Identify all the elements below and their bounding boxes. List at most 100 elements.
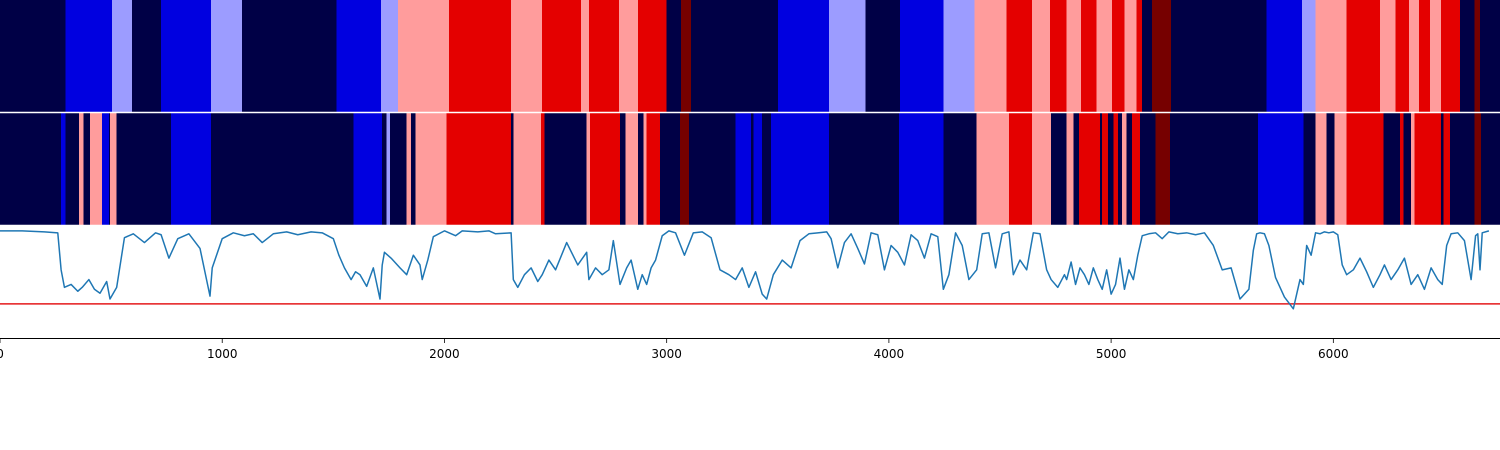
line-plot-panel [0,226,1500,338]
line-plot-background [0,226,1500,338]
heatmap-segment-red [1441,0,1460,112]
heatmap-segment-navy [688,113,736,225]
heatmap-segment-lightblue [112,0,133,112]
heatmap-segment-navy [411,113,416,225]
heatmap-segment-navy [1126,113,1133,225]
heatmap-segment-blue [65,0,113,112]
heatmap-segment-navy [65,113,79,225]
heatmap-segment-pink [1032,113,1052,225]
heatmap-segment-navy [751,113,754,225]
heatmap-segment-navy [1480,0,1500,112]
heatmap-segment-pink [1315,0,1347,112]
heatmap-segment-navy [382,113,387,225]
top-state-heatmap-panel [0,0,1500,112]
heatmap-segment-red [1050,0,1067,112]
heatmap-segment-navy [762,113,772,225]
x-tick-label: 3000 [651,347,682,361]
heatmap-segment-darkred [681,0,692,112]
heatmap-segment-red [1414,113,1442,225]
heatmap-segment-red [1443,113,1450,225]
heatmap-segment-navy [211,113,354,225]
heatmap-segment-red [1132,113,1140,225]
heatmap-segment-lightblue [381,0,398,112]
heatmap-segment-red [1346,0,1380,112]
heatmap-segment-darkred [680,113,689,225]
x-tick-label: 6000 [1318,347,1349,361]
heatmap-segment-navy [242,0,337,112]
heatmap-segment-navy [1100,113,1103,225]
heatmap-segment-pink [1334,113,1347,225]
heatmap-segment-navy [132,0,162,112]
heatmap-segment-navy [828,113,899,225]
heatmap-segment-pink [581,0,589,112]
heatmap-segment-blue [336,0,382,112]
heatmap-segment-pink [1430,0,1442,112]
heatmap-segment-navy [1383,113,1400,225]
heatmap-segment-navy [390,113,407,225]
heatmap-segment-navy [660,113,680,225]
heatmap-segment-lightblue [828,0,866,112]
heatmap-segment-red [1113,113,1118,225]
x-tick-label: 0 [0,347,4,361]
heatmap-segment-red [542,0,582,112]
heatmap-segment-blue [171,113,212,225]
heatmap-segment-red [590,113,620,225]
heatmap-segment-navy [637,113,644,225]
heatmap-segment-pink [625,113,638,225]
heatmap-segment-navy [1073,113,1079,225]
heatmap-segment-navy [1051,113,1067,225]
heatmap-segment-navy [0,0,66,112]
heatmap-segment-darkred [1152,0,1172,112]
heatmap-segment-red [1136,0,1143,112]
heatmap-segment-pink [406,113,412,225]
heatmap-segment-navy [544,113,587,225]
heatmap-segment-pink [1411,113,1415,225]
heatmap-segment-navy [620,113,626,225]
heatmap-segment-red [541,113,545,225]
heatmap-segment-navy [1140,113,1156,225]
heatmap-segment-red [1418,0,1430,112]
heatmap-segment-navy [116,113,172,225]
heatmap-segment-red [646,113,660,225]
heatmap-segment-red [448,0,512,112]
heatmap-segment-blue [753,113,763,225]
heatmap-segment-darkred [1155,113,1170,225]
heatmap-segment-pink [90,113,103,225]
heatmap-segment-red [1081,0,1097,112]
heatmap-segment-red [1102,113,1108,225]
heatmap-segment-navy [108,113,110,225]
heatmap-segment-blue [61,113,66,225]
heatmap-segment-red [1078,113,1100,225]
heatmap-segment-red [1008,113,1033,225]
heatmap-segment-red [446,113,512,225]
heatmap-segment-navy [666,0,682,112]
heatmap-segment-red [588,0,619,112]
heatmap-segment-navy [1117,113,1123,225]
heatmap-segment-blue [1257,113,1304,225]
heatmap-segment-red [1400,113,1404,225]
x-axis: 0 1000 2000 3000 4000 5000 6000 [0,338,1500,361]
heatmap-segment-lightblue [386,113,390,225]
bottom-state-heatmap-panel [0,113,1500,225]
heatmap-segment-pink [586,113,590,225]
heatmap-segment-pink [511,0,543,112]
heatmap-segment-navy [1142,0,1153,112]
heatmap-segment-pink [1066,0,1082,112]
heatmap-segment-navy [1303,113,1316,225]
heatmap-segment-pink [415,113,447,225]
heatmap-segment-pink [513,113,518,225]
heatmap-segment-red [1006,0,1033,112]
heatmap-segment-pink [1066,113,1074,225]
heatmap-segment-darkred [1474,0,1480,112]
heatmap-segment-pink [110,113,117,225]
heatmap-segment-red [1395,0,1409,112]
heatmap-segment-pink [643,113,647,225]
heatmap-segment-pink [1380,0,1396,112]
series-line [0,230,1490,310]
heatmap-segment-navy [1403,113,1412,225]
heatmap-segment-navy [1460,0,1475,112]
heatmap-segment-blue [771,113,829,225]
heatmap-segment-lightblue [211,0,243,112]
heatmap-segment-navy [691,0,778,112]
